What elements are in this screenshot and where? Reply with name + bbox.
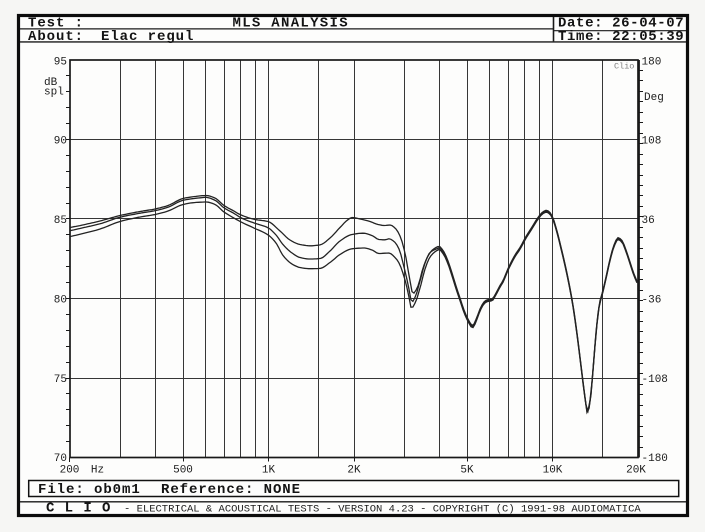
svg-text:C L I O: C L I O [46, 501, 111, 517]
svg-text:75: 75 [54, 374, 67, 386]
svg-text:Clio: Clio [614, 61, 634, 71]
svg-text:90: 90 [54, 136, 67, 148]
svg-text:95: 95 [54, 56, 67, 68]
svg-text:70: 70 [54, 453, 67, 465]
svg-text:5K: 5K [460, 464, 474, 476]
svg-text:- ELECTRICAL & ACOUSTICAL TES: - ELECTRICAL & ACOUSTICAL TESTS - VERSIO… [124, 503, 641, 515]
svg-text:Time: 22:05:39: Time: 22:05:39 [558, 29, 684, 45]
svg-text:spl: spl [44, 87, 64, 99]
svg-text:2K: 2K [347, 464, 361, 476]
svg-text:80: 80 [54, 295, 67, 307]
svg-text:Hz: Hz [91, 464, 104, 476]
svg-text:20K: 20K [626, 464, 646, 476]
svg-text:-108: -108 [642, 374, 668, 386]
svg-text:Date: 26-04-07: Date: 26-04-07 [558, 16, 684, 32]
svg-text:About:: About: [28, 29, 84, 45]
svg-text:500: 500 [173, 464, 193, 476]
svg-text:-36: -36 [642, 295, 662, 307]
svg-text:-180: -180 [642, 453, 668, 465]
svg-text:10K: 10K [543, 464, 563, 476]
svg-text:200: 200 [60, 464, 80, 476]
svg-text:Test :: Test : [28, 16, 84, 32]
svg-text:85: 85 [54, 215, 67, 227]
svg-text:1K: 1K [262, 464, 276, 476]
svg-text:File: ob0m1: File: ob0m1 [38, 482, 141, 498]
svg-text:108: 108 [642, 136, 662, 148]
svg-text:Elac regul: Elac regul [101, 29, 194, 45]
svg-text:Deg: Deg [644, 92, 664, 104]
svg-text:dB: dB [44, 77, 58, 89]
svg-text:MLS ANALYSIS: MLS ANALYSIS [233, 16, 349, 32]
svg-text:180: 180 [642, 56, 662, 68]
svg-text:Reference: NONE: Reference: NONE [161, 482, 301, 498]
svg-text:36: 36 [642, 215, 655, 227]
